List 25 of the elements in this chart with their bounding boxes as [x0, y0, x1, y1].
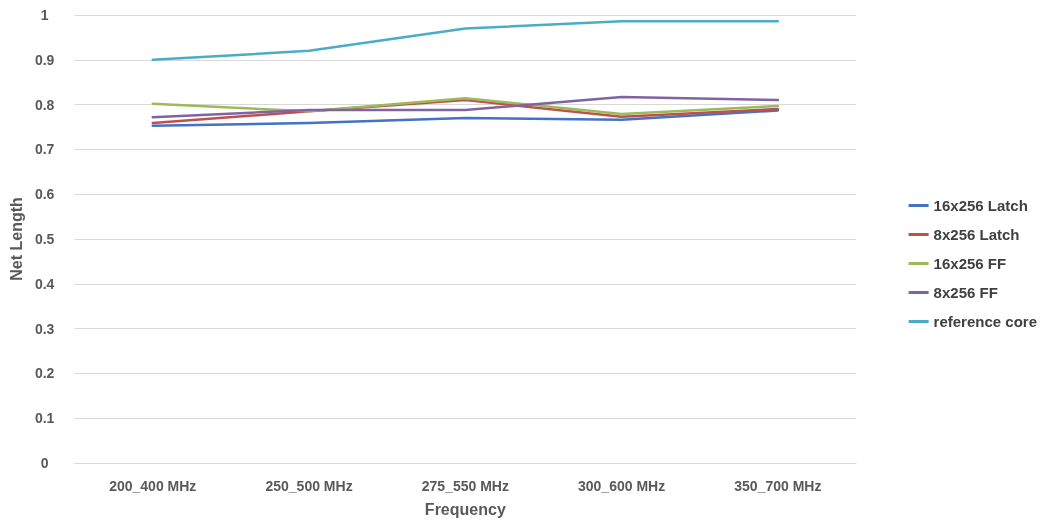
y-tick-label: 0.7: [34, 141, 55, 158]
x-tick-label: 200_400 MHz: [109, 478, 197, 494]
y-tick-label: 0.6: [34, 186, 55, 203]
legend-label: reference core: [933, 313, 1038, 330]
line-series: [151, 109, 780, 127]
y-tick-label: 0.3: [34, 320, 55, 337]
y-tick-label: 0.2: [34, 365, 55, 382]
x-tick-label: 275_550 MHz: [421, 478, 509, 494]
legend-label: 8x256 Latch: [933, 226, 1020, 243]
x-axis-title: Frequency: [424, 500, 506, 518]
y-tick-label: 0.8: [34, 96, 55, 113]
y-tick-label: 0.1: [34, 410, 55, 427]
y-tick-label: 0.9: [34, 51, 55, 68]
legend-label: 8x256 FF: [933, 284, 998, 301]
y-tick-label: 1: [40, 7, 49, 23]
legend-label: 16x256 Latch: [933, 197, 1028, 214]
x-tick-label: 300_600 MHz: [578, 478, 666, 494]
x-tick-label: 250_500 MHz: [265, 478, 353, 494]
x-tick-label: 350_700 MHz: [734, 478, 822, 494]
line-series: [151, 20, 780, 62]
y-tick-label: 0.5: [34, 231, 55, 247]
y-tick-label: 0.4: [34, 275, 55, 292]
y-tick-label: 0: [40, 455, 49, 471]
legend-label: 16x256 FF: [933, 255, 1007, 272]
y-axis-title: Net Length: [7, 197, 25, 281]
